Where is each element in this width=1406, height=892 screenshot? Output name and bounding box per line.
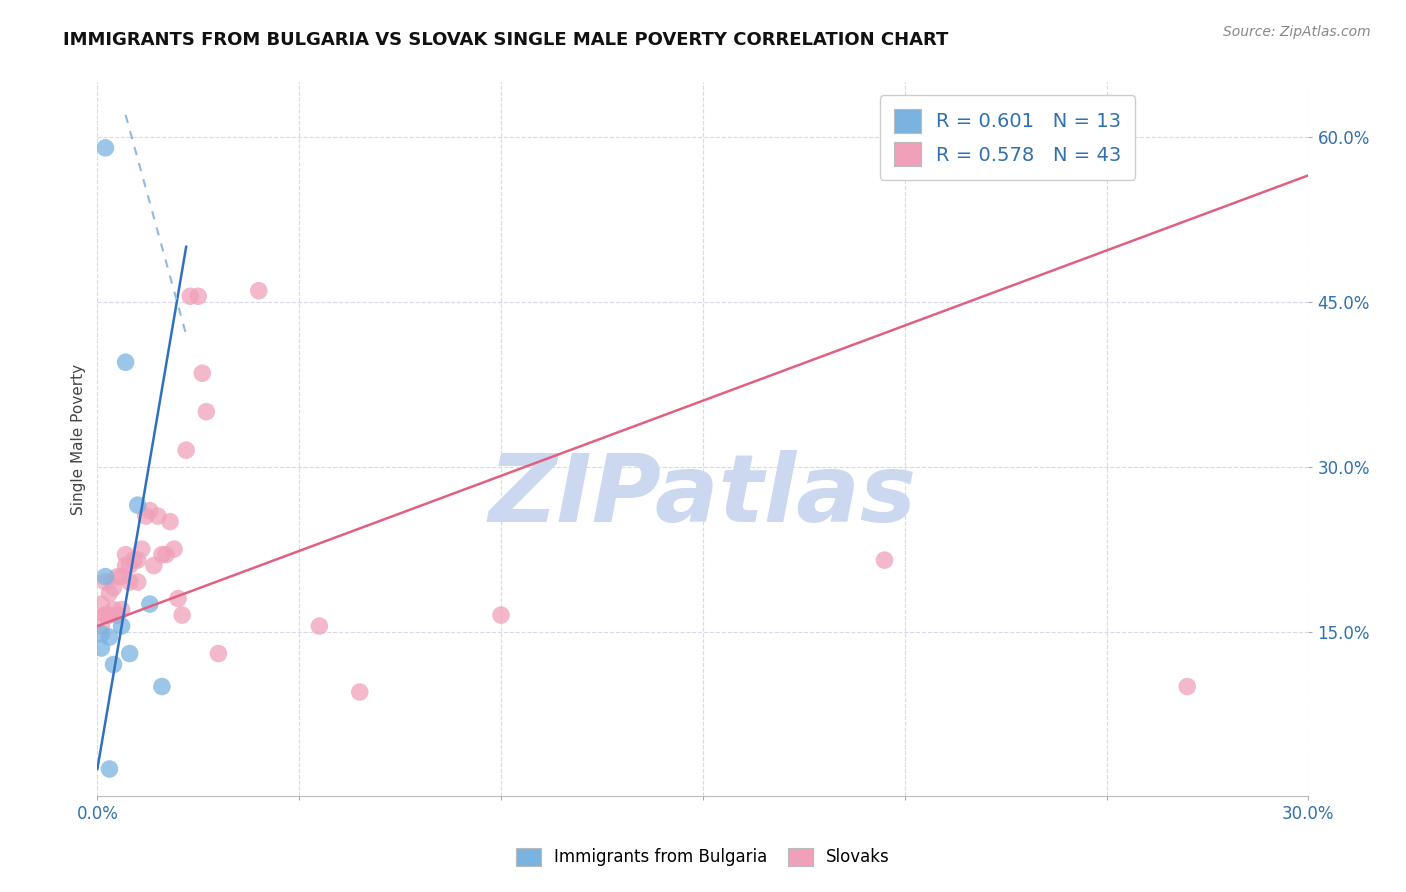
Point (150, 548, 173, 562)
Point (155, 548, 177, 562)
Point (207, 647, 229, 661)
Point (94, 569, 117, 583)
Point (94, 608, 117, 623)
Point (191, 366, 214, 380)
Point (118, 558, 141, 573)
Point (349, 685, 371, 699)
Point (131, 542, 153, 557)
Point (873, 553, 896, 567)
Point (107, 608, 129, 623)
Point (195, 405, 218, 419)
Point (114, 355, 136, 369)
Point (103, 602, 125, 616)
Point (1175, 680, 1198, 694)
Point (90, 641, 112, 656)
Point (98, 630, 121, 644)
Point (94, 575, 117, 590)
Text: IMMIGRANTS FROM BULGARIA VS SLOVAK SINGLE MALE POVERTY CORRELATION CHART: IMMIGRANTS FROM BULGARIA VS SLOVAK SINGL… (63, 31, 949, 49)
Point (103, 581, 125, 595)
Point (94, 608, 117, 623)
Point (142, 558, 165, 573)
Point (139, 597, 162, 611)
Point (110, 569, 132, 583)
Point (122, 553, 145, 567)
Point (174, 443, 197, 458)
Point (107, 569, 129, 583)
Point (94, 141, 117, 155)
Point (90, 597, 112, 611)
Point (167, 591, 190, 606)
Point (118, 575, 141, 590)
Point (163, 542, 186, 557)
Point (127, 553, 149, 567)
Point (146, 509, 169, 524)
Point (308, 619, 330, 633)
Point (172, 608, 194, 623)
Legend: R = 0.601   N = 13, R = 0.578   N = 43: R = 0.601 N = 13, R = 0.578 N = 43 (880, 95, 1135, 179)
Point (98, 608, 121, 623)
Point (489, 608, 512, 623)
Point (98, 586, 121, 600)
Legend: Immigrants from Bulgaria, Slovaks: Immigrants from Bulgaria, Slovaks (509, 841, 897, 873)
Point (247, 284, 270, 298)
Point (135, 509, 157, 524)
Point (110, 602, 132, 616)
Text: Source: ZipAtlas.com: Source: ZipAtlas.com (1223, 25, 1371, 39)
Point (127, 498, 149, 512)
Point (90, 626, 112, 640)
Point (127, 575, 149, 590)
Y-axis label: Single Male Poverty: Single Male Poverty (72, 364, 86, 515)
Point (118, 647, 141, 661)
Point (179, 289, 201, 303)
Point (114, 558, 136, 573)
Text: ZIPatlas: ZIPatlas (489, 450, 917, 542)
Point (150, 680, 173, 694)
Point (103, 657, 125, 672)
Point (159, 515, 181, 529)
Point (110, 619, 132, 633)
Point (90, 619, 112, 633)
Point (187, 289, 209, 303)
Point (98, 762, 121, 776)
Point (139, 503, 162, 517)
Point (114, 548, 136, 562)
